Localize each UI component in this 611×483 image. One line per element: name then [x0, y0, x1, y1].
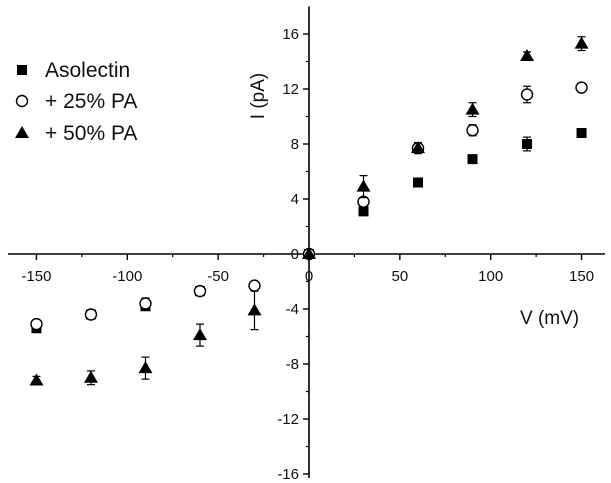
data-point [192, 328, 207, 341]
x-tick-label: -50 [207, 268, 229, 285]
data-point [520, 49, 535, 61]
data-point [358, 206, 369, 217]
data-point [84, 308, 98, 321]
y-tick-label: -12 [277, 411, 299, 428]
data-point [83, 370, 98, 383]
y-tick-label: 8 [291, 136, 299, 153]
data-point [575, 81, 588, 94]
legend-label: + 50% PA [45, 122, 137, 145]
data-point [302, 247, 316, 259]
data-point [576, 128, 587, 138]
y-tick-label: -8 [286, 356, 299, 373]
legend: Asolectin + 25% PA + 50% PA [15, 59, 137, 145]
data-point [574, 36, 589, 49]
data-point [466, 124, 479, 137]
data-point [356, 179, 371, 192]
y-axis-title: I (pA) [248, 73, 269, 119]
y-tick-label: 0 [291, 246, 299, 263]
data-point [465, 102, 480, 115]
y-ticks: -16 -12 -8 -4 0 4 8 12 16 [277, 26, 309, 483]
data-point [520, 88, 534, 101]
legend-label: Asolectin [45, 59, 130, 82]
x-axis-title: V (mV) [520, 308, 579, 329]
data-marks [29, 36, 589, 386]
data-point [522, 139, 533, 149]
data-point [411, 141, 426, 154]
series-3 [29, 36, 589, 386]
x-tick-label: 100 [478, 268, 503, 285]
data-point [29, 373, 44, 386]
data-point [467, 154, 478, 165]
x-tick-label: 150 [569, 268, 594, 285]
x-tick-label: 0 [305, 268, 313, 285]
data-point [139, 297, 152, 310]
y-tick-label: -4 [286, 301, 299, 318]
data-point [193, 284, 207, 298]
legend-marker [15, 94, 29, 108]
data-point [247, 303, 262, 316]
y-tick-label: 12 [282, 81, 299, 98]
y-tick-label: 16 [282, 26, 299, 43]
data-point [248, 279, 261, 292]
x-tick-label: -150 [21, 268, 51, 285]
legend-marker [17, 65, 27, 75]
y-tick-label: -16 [277, 466, 299, 483]
x-tick-label: 50 [392, 268, 409, 285]
legend-marker [15, 126, 29, 138]
data-point [413, 177, 424, 188]
data-point [30, 317, 43, 331]
y-tick-label: 4 [291, 191, 299, 208]
data-point [138, 361, 153, 374]
x-ticks: -150 -100 -50 0 50 100 150 [21, 254, 594, 285]
legend-label: + 25% PA [45, 90, 137, 113]
x-tick-label: -100 [112, 268, 142, 285]
